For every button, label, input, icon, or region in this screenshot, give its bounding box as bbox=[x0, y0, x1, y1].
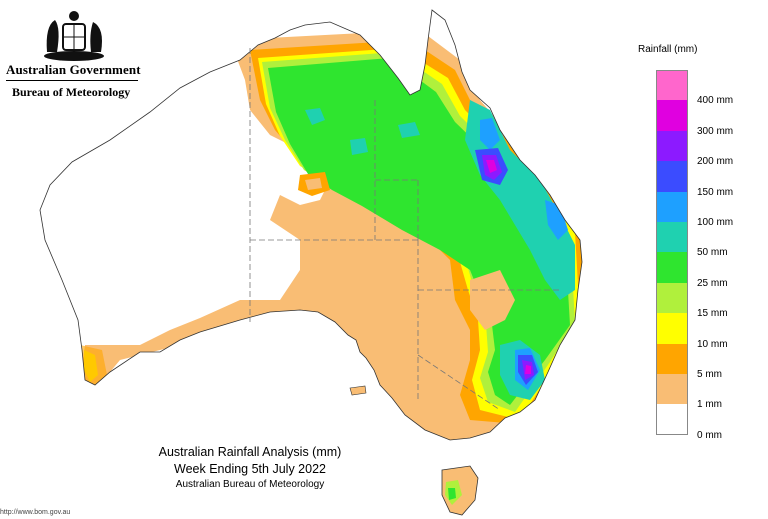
map-subtitle: Week Ending 5th July 2022 bbox=[174, 462, 326, 476]
legend-label: 100 mm bbox=[697, 216, 734, 228]
legend-item: 400 mm bbox=[656, 70, 766, 106]
legend-label: 50 mm bbox=[697, 247, 728, 259]
header-divider bbox=[6, 80, 138, 81]
legend-item: 300 mm bbox=[656, 100, 766, 137]
legend-swatch bbox=[656, 100, 688, 131]
legend-label: 0 mm bbox=[697, 429, 722, 441]
legend-item: 15 mm bbox=[656, 282, 766, 319]
legend-swatch bbox=[656, 221, 688, 253]
legend-item: 200 mm bbox=[656, 130, 766, 167]
legend-item: 100 mm bbox=[656, 191, 766, 228]
legend-swatch bbox=[656, 252, 688, 283]
legend-item: 50 mm bbox=[656, 221, 766, 258]
legend-item: 5 mm bbox=[656, 343, 766, 380]
legend-label: 400 mm bbox=[697, 95, 734, 107]
legend-item: 0 mm bbox=[656, 404, 766, 441]
map-title: Australian Rainfall Analysis (mm) bbox=[158, 445, 342, 459]
legend-item: 1 mm bbox=[656, 373, 766, 410]
legend-label: 200 mm bbox=[697, 156, 734, 168]
map-source: Australian Bureau of Meteorology bbox=[175, 479, 325, 490]
government-logo bbox=[4, 6, 144, 106]
legend-label: 15 mm bbox=[697, 308, 728, 320]
legend-swatch bbox=[656, 161, 688, 192]
legend-label: 10 mm bbox=[697, 338, 728, 350]
legend-swatch bbox=[656, 70, 688, 101]
legend-title: Rainfall (mm) bbox=[638, 44, 698, 55]
legend-label: 300 mm bbox=[697, 125, 734, 137]
legend-item: 150 mm bbox=[656, 161, 766, 198]
rainfall-legend: 400 mm 300 mm 200 mm 150 mm 100 mm 50 mm… bbox=[656, 70, 766, 441]
legend-item: 10 mm bbox=[656, 313, 766, 350]
legend-label: 25 mm bbox=[697, 277, 728, 289]
legend-label: 5 mm bbox=[697, 368, 722, 380]
legend-swatch bbox=[656, 130, 688, 162]
legend-swatch bbox=[656, 191, 688, 222]
rainfall-map bbox=[39, 9, 583, 516]
legend-swatch bbox=[656, 343, 688, 374]
legend-swatch bbox=[656, 373, 688, 405]
legend-label: 150 mm bbox=[697, 186, 734, 198]
legend-swatch bbox=[656, 313, 688, 344]
legend-swatch bbox=[656, 404, 688, 435]
coat-of-arms-icon bbox=[44, 11, 104, 61]
map-caption: Australian Rainfall Analysis (mm) Week E… bbox=[140, 444, 360, 491]
government-name: Australian Government bbox=[6, 62, 141, 77]
source-url: http://www.bom.gov.au bbox=[0, 509, 71, 516]
legend-label: 1 mm bbox=[697, 399, 722, 411]
legend-swatch bbox=[656, 282, 688, 314]
bureau-name: Bureau of Meteorology bbox=[12, 85, 131, 99]
legend-item: 25 mm bbox=[656, 252, 766, 289]
